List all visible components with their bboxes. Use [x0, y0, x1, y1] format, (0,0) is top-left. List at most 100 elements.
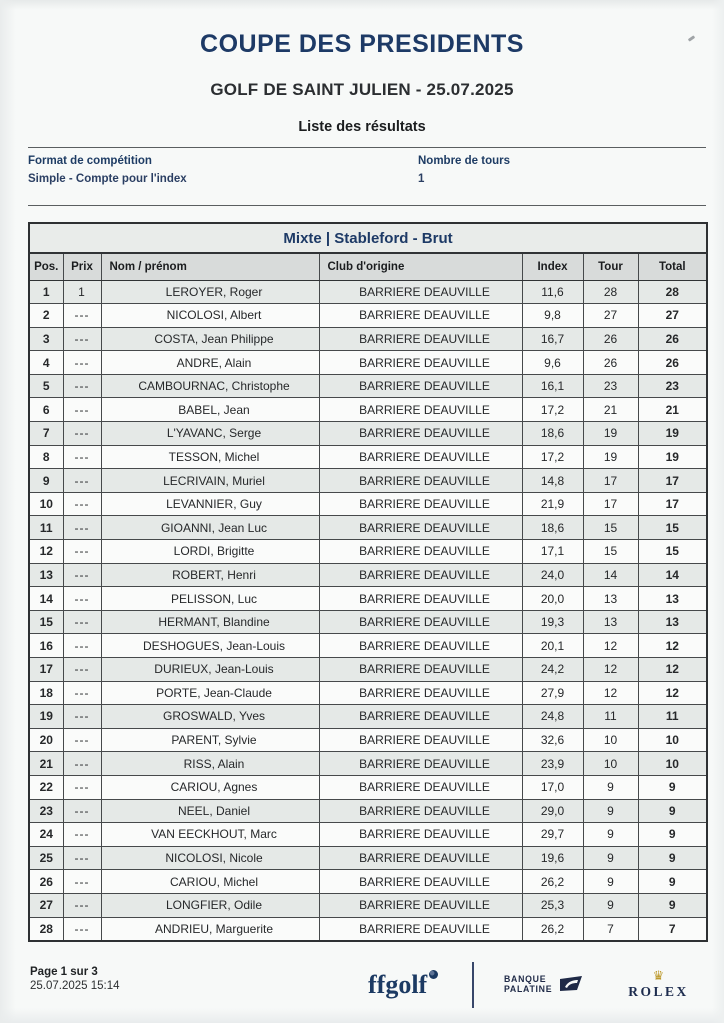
cell-player-name: COSTA, Jean Philippe: [100, 326, 320, 352]
table-row: 15 --- HERMANT, Blandine BARRIERE DEAUVI…: [28, 609, 708, 635]
cell-total: 21: [637, 397, 708, 423]
col-name: Nom / prénom: [100, 252, 320, 281]
page-title: COUPE DES PRESIDENTS: [200, 30, 524, 58]
cell-tour: 21: [582, 397, 639, 423]
cell-club: BARRIERE DEAUVILLE: [318, 845, 523, 871]
cell-position: 17: [28, 657, 64, 682]
cell-club: BARRIERE DEAUVILLE: [318, 657, 523, 682]
divider-bottom: [28, 205, 706, 206]
cell-position: 8: [28, 444, 64, 470]
cell-player-name: CARIOU, Michel: [100, 869, 320, 894]
cell-prize: ---: [62, 491, 102, 517]
rounds-value: 1: [418, 173, 425, 185]
cell-prize: ---: [62, 822, 102, 847]
cell-prize: ---: [62, 421, 102, 446]
cell-prize: ---: [62, 845, 102, 871]
cell-position: 19: [28, 704, 64, 729]
table-row: 25 --- NICOLOSI, Nicole BARRIERE DEAUVIL…: [28, 845, 708, 871]
col-pos: Pos.: [28, 252, 64, 281]
format-label: Format de compétition: [28, 155, 152, 167]
cell-total: 17: [637, 468, 708, 493]
cell-prize: ---: [62, 798, 102, 824]
cell-prize: 1: [62, 279, 102, 305]
cell-index: 17,0: [521, 774, 584, 800]
cell-club: BARRIERE DEAUVILLE: [318, 279, 523, 305]
cell-index: 19,6: [521, 845, 584, 871]
table-row: 7 --- L'YAVANC, Serge BARRIERE DEAUVILLE…: [28, 421, 708, 446]
table-row: 17 --- DURIEUX, Jean-Louis BARRIERE DEAU…: [28, 657, 708, 682]
cell-prize: ---: [62, 869, 102, 894]
cell-total: 26: [637, 350, 708, 375]
table-row: 26 --- CARIOU, Michel BARRIERE DEAUVILLE…: [28, 869, 708, 894]
cell-index: 9,6: [521, 350, 584, 375]
cell-index: 21,9: [521, 491, 584, 517]
cell-player-name: PARENT, Sylvie: [100, 727, 320, 753]
cell-player-name: NICOLOSI, Albert: [100, 303, 320, 328]
banque-line2: PALATINE: [503, 983, 553, 995]
col-prix: Prix: [62, 252, 102, 281]
cell-club: BARRIERE DEAUVILLE: [318, 798, 523, 824]
cell-player-name: BABEL, Jean: [100, 397, 320, 423]
cell-index: 19,3: [521, 609, 584, 635]
table-row: 18 --- PORTE, Jean-Claude BARRIERE DEAUV…: [28, 680, 708, 706]
cell-position: 24: [28, 822, 64, 847]
cell-total: 17: [637, 491, 708, 517]
cell-total: 9: [637, 892, 708, 918]
col-total: Total: [637, 252, 708, 281]
cell-index: 23,9: [521, 751, 584, 776]
cell-club: BARRIERE DEAUVILLE: [318, 680, 523, 706]
cell-tour: 9: [582, 845, 639, 871]
page-footer: Page 1 sur 3 25.07.2025 15:14 ffgolf BAN…: [30, 958, 706, 1008]
cell-club: BARRIERE DEAUVILLE: [318, 727, 523, 753]
cell-tour: 19: [582, 421, 639, 446]
cell-prize: ---: [62, 539, 102, 564]
rolex-wordmark: ROLEX: [628, 983, 689, 999]
cell-index: 26,2: [521, 869, 584, 894]
cell-player-name: NICOLOSI, Nicole: [100, 845, 320, 871]
cell-club: BARRIERE DEAUVILLE: [318, 633, 523, 658]
cell-index: 24,2: [521, 657, 584, 682]
cell-position: 21: [28, 751, 64, 776]
cell-tour: 7: [582, 916, 639, 942]
cell-club: BARRIERE DEAUVILLE: [318, 539, 523, 564]
cell-total: 13: [637, 586, 708, 611]
cell-tour: 15: [582, 539, 639, 564]
table-row: 6 --- BABEL, Jean BARRIERE DEAUVILLE 17,…: [28, 397, 708, 423]
cell-total: 13: [637, 609, 708, 635]
cell-prize: ---: [62, 704, 102, 729]
cell-index: 24,8: [521, 704, 584, 729]
cell-player-name: L'YAVANC, Serge: [100, 421, 320, 446]
table-row: 4 --- ANDRE, Alain BARRIERE DEAUVILLE 9,…: [28, 350, 708, 375]
table-row: 14 --- PELISSON, Luc BARRIERE DEAUVILLE …: [28, 586, 708, 611]
table-row: 5 --- CAMBOURNAC, Christophe BARRIERE DE…: [28, 373, 708, 399]
cell-player-name: GROSWALD, Yves: [100, 704, 320, 729]
cell-prize: ---: [62, 586, 102, 611]
cell-tour: 14: [582, 562, 639, 588]
table-row: 21 --- RISS, Alain BARRIERE DEAUVILLE 23…: [28, 751, 708, 776]
cell-club: BARRIERE DEAUVILLE: [318, 562, 523, 588]
rolex-crown-icon: ♛: [652, 967, 665, 983]
banque-palatine-wordmark: BANQUE PALATINE: [503, 974, 557, 995]
table-row: 27 --- LONGFIER, Odile BARRIERE DEAUVILL…: [28, 892, 708, 918]
sponsor-logos: ffgolf BANQUE PALATINE ♛ ROLEX: [368, 958, 689, 1008]
page-subtitle: GOLF DE SAINT JULIEN - 25.07.2025: [210, 80, 514, 99]
cell-tour: 27: [582, 303, 639, 328]
table-row: 1 1 LEROYER, Roger BARRIERE DEAUVILLE 11…: [28, 279, 708, 305]
cell-index: 11,6: [521, 279, 584, 305]
cell-position: 22: [28, 774, 64, 800]
cell-player-name: HERMANT, Blandine: [100, 609, 320, 635]
cell-prize: ---: [62, 515, 102, 541]
cell-tour: 9: [582, 892, 639, 918]
cell-prize: ---: [62, 774, 102, 800]
cell-index: 17,2: [521, 397, 584, 423]
cell-index: 20,1: [521, 633, 584, 658]
cell-position: 28: [28, 916, 64, 942]
cell-position: 20: [28, 727, 64, 753]
cell-prize: ---: [62, 916, 102, 942]
cell-total: 12: [637, 657, 708, 682]
cell-total: 7: [637, 916, 708, 942]
cell-prize: ---: [62, 468, 102, 493]
divider-top: [28, 147, 706, 148]
cell-total: 23: [637, 373, 708, 399]
